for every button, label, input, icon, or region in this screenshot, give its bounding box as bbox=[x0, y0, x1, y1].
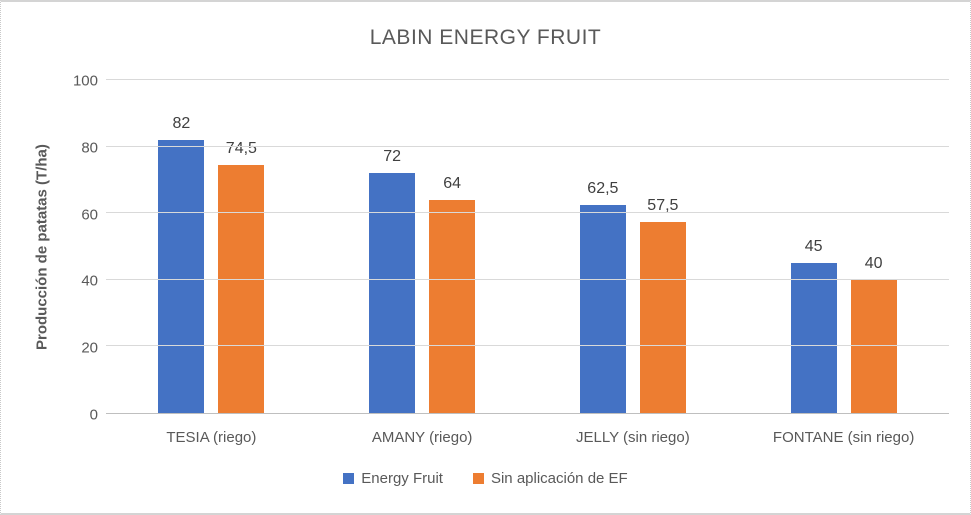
bar-wrap: 72 bbox=[369, 80, 416, 413]
legend-label: Sin aplicación de EF bbox=[490, 470, 628, 487]
x-tick-label: FONTANE (sin riego) bbox=[772, 429, 915, 446]
gridline-y-40 bbox=[106, 278, 949, 280]
bar-energy-fruit bbox=[579, 204, 626, 413]
legend-item: Energy Fruit bbox=[343, 470, 443, 487]
legend-label: Energy Fruit bbox=[361, 470, 443, 487]
chart-title: LABIN ENERGY FRUIT bbox=[369, 26, 602, 49]
gridline-y-80 bbox=[106, 145, 949, 147]
bar-wrap: 45 bbox=[790, 80, 837, 413]
bar-wrap: 74,5 bbox=[218, 80, 265, 413]
y-tick-label: 40 bbox=[81, 272, 98, 290]
legend: Energy Fruit Sin aplicación de EF bbox=[1, 470, 970, 487]
bar-sin-aplicaci-n-de-ef bbox=[429, 199, 476, 413]
legend-swatch-icon bbox=[472, 473, 484, 484]
data-label: 64 bbox=[443, 174, 462, 192]
data-label: 62,5 bbox=[587, 179, 619, 197]
data-label: 74,5 bbox=[225, 139, 257, 157]
legend-swatch-icon bbox=[343, 473, 355, 484]
x-tick-label: JELLY (sin riego) bbox=[576, 429, 690, 446]
data-label: 82 bbox=[172, 114, 191, 132]
x-axis-tick-labels: TESIA (riego) AMANY (riego) JELLY (sin rie… bbox=[106, 415, 949, 446]
x-tick-label: TESIA (riego) bbox=[166, 429, 257, 446]
bar-wrap: 62,5 bbox=[579, 80, 626, 413]
data-label: 45 bbox=[804, 238, 823, 256]
legend-item: Sin aplicación de EF bbox=[472, 470, 628, 487]
y-tick-label: 80 bbox=[81, 139, 98, 157]
bar-sin-aplicaci-n-de-ef bbox=[850, 279, 897, 413]
bar-energy-fruit bbox=[369, 173, 416, 413]
data-label: 72 bbox=[383, 148, 402, 166]
bar-sin-aplicaci-n-de-ef bbox=[639, 221, 686, 413]
gridline-y-100 bbox=[106, 79, 949, 80]
bar-energy-fruit bbox=[158, 139, 205, 413]
y-tick-label: 20 bbox=[81, 339, 98, 357]
y-tick-label: 100 bbox=[72, 72, 98, 90]
y-tick-label: 0 bbox=[89, 406, 98, 424]
bar-group-1: 82 74,5 bbox=[106, 80, 317, 413]
bar-sin-aplicaci-n-de-ef bbox=[218, 164, 265, 413]
bar-group-4: 45 40 bbox=[738, 80, 949, 413]
gridline-y-20 bbox=[106, 345, 949, 347]
gridline-y-60 bbox=[106, 212, 949, 214]
plot-area: 82 74,5 72 64 62,5 57,5 45 40 bbox=[106, 79, 949, 414]
bar-wrap: 57,5 bbox=[639, 80, 686, 413]
y-axis-tick-labels: 0 20 40 60 80 100 bbox=[1, 73, 98, 424]
x-tick-label: AMANY (riego) bbox=[371, 429, 473, 446]
bar-groups-container: 82 74,5 72 64 62,5 57,5 45 40 bbox=[106, 80, 949, 413]
y-tick-label: 60 bbox=[81, 206, 98, 224]
bar-wrap: 82 bbox=[158, 80, 205, 413]
data-label: 40 bbox=[864, 254, 883, 272]
bar-group-3: 62,5 57,5 bbox=[528, 80, 739, 413]
bar-energy-fruit bbox=[790, 263, 837, 413]
data-label: 57,5 bbox=[647, 196, 679, 214]
bar-wrap: 40 bbox=[850, 80, 897, 413]
bar-group-2: 72 64 bbox=[317, 80, 528, 413]
bar-wrap: 64 bbox=[429, 80, 476, 413]
